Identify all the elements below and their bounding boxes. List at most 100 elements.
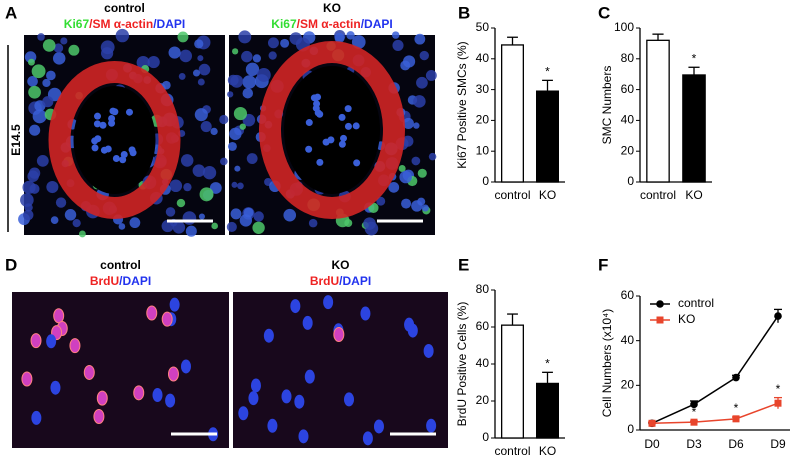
cell bbox=[180, 359, 191, 374]
nucleus bbox=[413, 122, 420, 129]
bar bbox=[500, 44, 524, 183]
nucleus bbox=[179, 49, 193, 63]
cell bbox=[302, 315, 313, 330]
vessel-lumen bbox=[73, 86, 156, 194]
y-tick-label: 80 bbox=[476, 282, 490, 296]
stain: /DAPI bbox=[361, 17, 393, 31]
series-line bbox=[651, 402, 779, 425]
x-tick-label: control bbox=[494, 188, 530, 202]
cell bbox=[93, 408, 105, 424]
nucleus bbox=[392, 39, 404, 51]
nucleus bbox=[239, 214, 253, 227]
y-tick-label: 20 bbox=[476, 393, 490, 407]
stain-label: Ki67/SM α-actin/DAPI bbox=[64, 17, 185, 31]
panel-label: D bbox=[5, 255, 17, 274]
y-tick-label: 20 bbox=[476, 113, 490, 127]
nucleus bbox=[198, 63, 211, 76]
y-tick-label: 40 bbox=[476, 51, 490, 65]
series-line bbox=[651, 315, 779, 424]
nucleus bbox=[425, 69, 437, 81]
stain-label: Ki67/SM α-actin/DAPI bbox=[271, 17, 392, 31]
nucleus bbox=[93, 120, 101, 128]
x-tick-label: KO bbox=[539, 444, 556, 458]
side-label: E14.5 bbox=[9, 124, 23, 156]
nucleus bbox=[232, 48, 239, 55]
nucleus bbox=[399, 170, 412, 184]
bar bbox=[500, 324, 524, 439]
nucleus bbox=[202, 166, 217, 180]
stain: /DAPI bbox=[153, 17, 185, 31]
nucleus bbox=[22, 209, 34, 221]
point bbox=[690, 418, 698, 426]
nucleus bbox=[352, 122, 360, 130]
cell bbox=[360, 306, 371, 321]
nucleus bbox=[363, 217, 376, 230]
cell bbox=[165, 393, 176, 408]
nucleus bbox=[129, 217, 141, 229]
cell bbox=[238, 406, 249, 421]
legend-label: control bbox=[678, 296, 714, 310]
legend-label: KO bbox=[678, 312, 695, 326]
bar bbox=[682, 74, 706, 183]
nucleus bbox=[168, 46, 181, 59]
nucleus bbox=[46, 70, 56, 81]
nucleus bbox=[42, 78, 51, 88]
nucleus bbox=[128, 146, 136, 154]
stain-label: BrdU/DAPI bbox=[90, 274, 151, 288]
cell bbox=[404, 317, 415, 332]
cell bbox=[248, 391, 259, 406]
nucleus bbox=[414, 33, 426, 45]
vessel-wall bbox=[259, 41, 405, 219]
nucleus bbox=[417, 168, 427, 178]
panel-label: E bbox=[458, 255, 469, 274]
point bbox=[648, 419, 656, 427]
bar bbox=[536, 90, 560, 183]
stain: BrdU bbox=[310, 274, 339, 288]
nucleus bbox=[115, 28, 130, 43]
nucleus bbox=[231, 181, 238, 188]
nucleus bbox=[28, 85, 41, 99]
nucleus bbox=[253, 211, 264, 222]
cell bbox=[167, 366, 179, 382]
nucleus bbox=[322, 138, 330, 146]
nucleus bbox=[42, 39, 56, 52]
nucleus bbox=[242, 75, 257, 89]
nucleus bbox=[220, 157, 228, 166]
cell bbox=[250, 378, 261, 393]
nucleus bbox=[52, 52, 66, 65]
y-tick-label: 50 bbox=[476, 20, 490, 34]
nucleus bbox=[120, 151, 128, 159]
y-tick-label: 20 bbox=[621, 143, 635, 157]
nucleus bbox=[346, 31, 355, 40]
x-tick-label: KO bbox=[539, 188, 556, 202]
legend-marker bbox=[656, 300, 664, 308]
nucleus bbox=[199, 187, 214, 202]
vessel-lumen bbox=[284, 66, 380, 194]
cell bbox=[21, 371, 33, 387]
cell bbox=[304, 369, 315, 384]
nucleus bbox=[60, 37, 68, 45]
nucleus bbox=[227, 91, 234, 98]
y-axis-label: Ki67 Positive SMCs (%) bbox=[455, 41, 469, 168]
nucleus bbox=[180, 154, 194, 167]
nucleus bbox=[192, 69, 200, 77]
nucleus bbox=[376, 196, 386, 206]
y-tick-label: 0 bbox=[482, 174, 489, 188]
nucleus bbox=[109, 107, 117, 115]
nucleus bbox=[239, 123, 246, 130]
y-tick-label: 60 bbox=[621, 82, 635, 96]
cell bbox=[344, 392, 355, 407]
y-tick-label: 100 bbox=[614, 20, 634, 34]
nucleus bbox=[78, 230, 86, 238]
y-axis-label: BrdU Positive Cells (%) bbox=[455, 302, 469, 427]
nucleus bbox=[147, 55, 160, 69]
nucleus bbox=[421, 204, 429, 212]
nucleus bbox=[227, 141, 237, 151]
nucleus bbox=[27, 170, 39, 182]
nucleus bbox=[256, 68, 271, 82]
nucleus bbox=[91, 144, 99, 152]
nucleus bbox=[104, 145, 112, 153]
nucleus bbox=[344, 219, 353, 228]
nucleus bbox=[200, 121, 212, 133]
nucleus bbox=[241, 50, 253, 63]
